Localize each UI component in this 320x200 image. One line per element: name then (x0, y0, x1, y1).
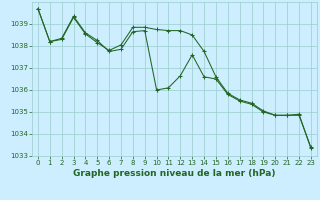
X-axis label: Graphe pression niveau de la mer (hPa): Graphe pression niveau de la mer (hPa) (73, 169, 276, 178)
